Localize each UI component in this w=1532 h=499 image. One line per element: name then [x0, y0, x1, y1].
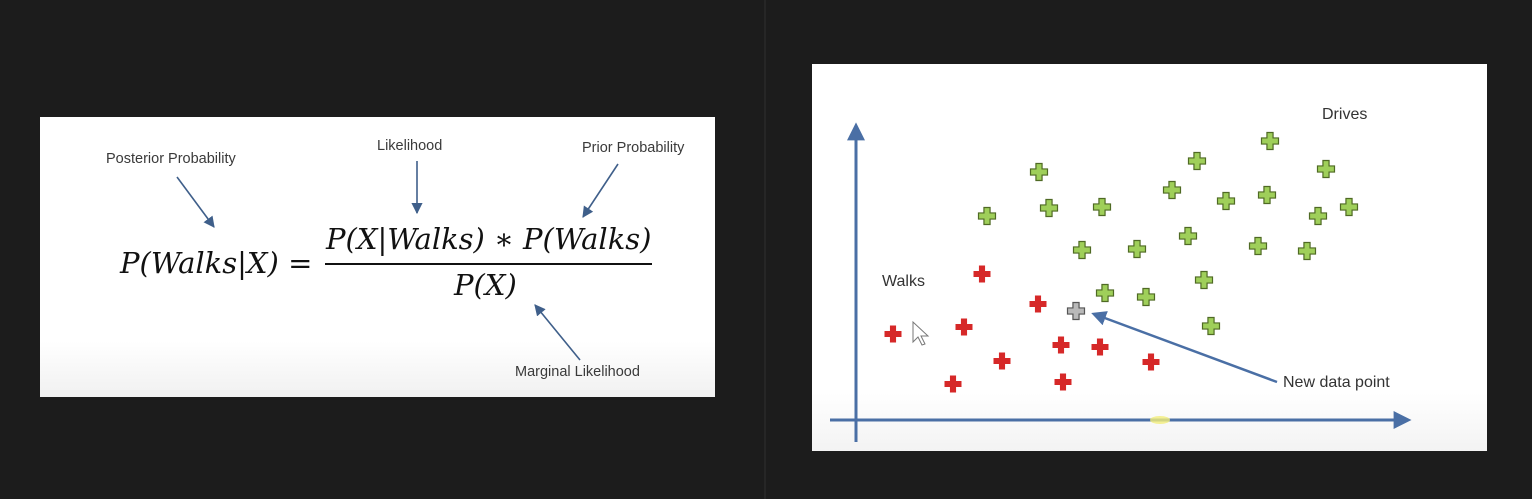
drives-point: [1072, 240, 1092, 260]
drives-point: [1297, 241, 1317, 261]
drives-point: [1127, 239, 1147, 259]
marginal-arrow: [534, 304, 581, 361]
drives-point: [1308, 206, 1328, 226]
walks-point: [1054, 373, 1072, 391]
walks-point: [944, 375, 962, 393]
walks-point: [973, 265, 991, 283]
drives-point: [1248, 236, 1268, 256]
posterior-probability-label: Posterior Probability: [106, 151, 236, 167]
new-data-point: [1066, 301, 1086, 321]
drives-point: [1136, 287, 1156, 307]
drives-point: [1194, 270, 1214, 290]
walks-point: [1142, 353, 1160, 371]
drives-point: [1039, 198, 1059, 218]
formula-slide: Posterior Probability Likelihood Prior P…: [40, 117, 715, 397]
walks-point: [884, 325, 902, 343]
posterior-arrow: [176, 176, 215, 228]
drives-point: [1095, 283, 1115, 303]
scatter-plot: [830, 122, 1412, 442]
prior-probability-label: Prior Probability: [582, 140, 685, 156]
walks-point: [1029, 295, 1047, 313]
walks-label: Walks: [882, 273, 925, 290]
drives-point: [977, 206, 997, 226]
likelihood-label: Likelihood: [377, 138, 443, 154]
drives-point: [1216, 191, 1236, 211]
drives-point: [1316, 159, 1336, 179]
axis-highlight: [1150, 416, 1170, 424]
walks-point: [1091, 338, 1109, 356]
fraction-bar: [325, 263, 652, 265]
panel-divider: [764, 0, 766, 499]
drives-point: [1260, 131, 1280, 151]
walks-point: [993, 352, 1011, 370]
prior-arrow: [582, 163, 619, 218]
drives-point: [1201, 316, 1221, 336]
drives-point: [1162, 180, 1182, 200]
formula-numerator: P(X|Walks) ∗ P(Walks): [326, 222, 652, 256]
mouse-cursor-icon: [912, 320, 930, 346]
formula-lhs: P(Walks|X) =: [120, 246, 313, 280]
formula-denominator: P(X): [454, 268, 517, 302]
drives-point: [1092, 197, 1112, 217]
drives-point: [1029, 162, 1049, 182]
drives-label: Drives: [1322, 106, 1368, 123]
marginal-likelihood-label: Marginal Likelihood: [515, 364, 640, 380]
drives-point: [1178, 226, 1198, 246]
scatter-slide: Drives Walks New data point: [812, 64, 1487, 451]
new-point-arrow: [1091, 311, 1278, 384]
walks-point: [955, 318, 973, 336]
new-data-point-label: New data point: [1283, 374, 1390, 391]
walks-point: [1052, 336, 1070, 354]
drives-point: [1257, 185, 1277, 205]
drives-point: [1187, 151, 1207, 171]
annotation-arrows: [176, 161, 619, 361]
drives-point: [1339, 197, 1359, 217]
